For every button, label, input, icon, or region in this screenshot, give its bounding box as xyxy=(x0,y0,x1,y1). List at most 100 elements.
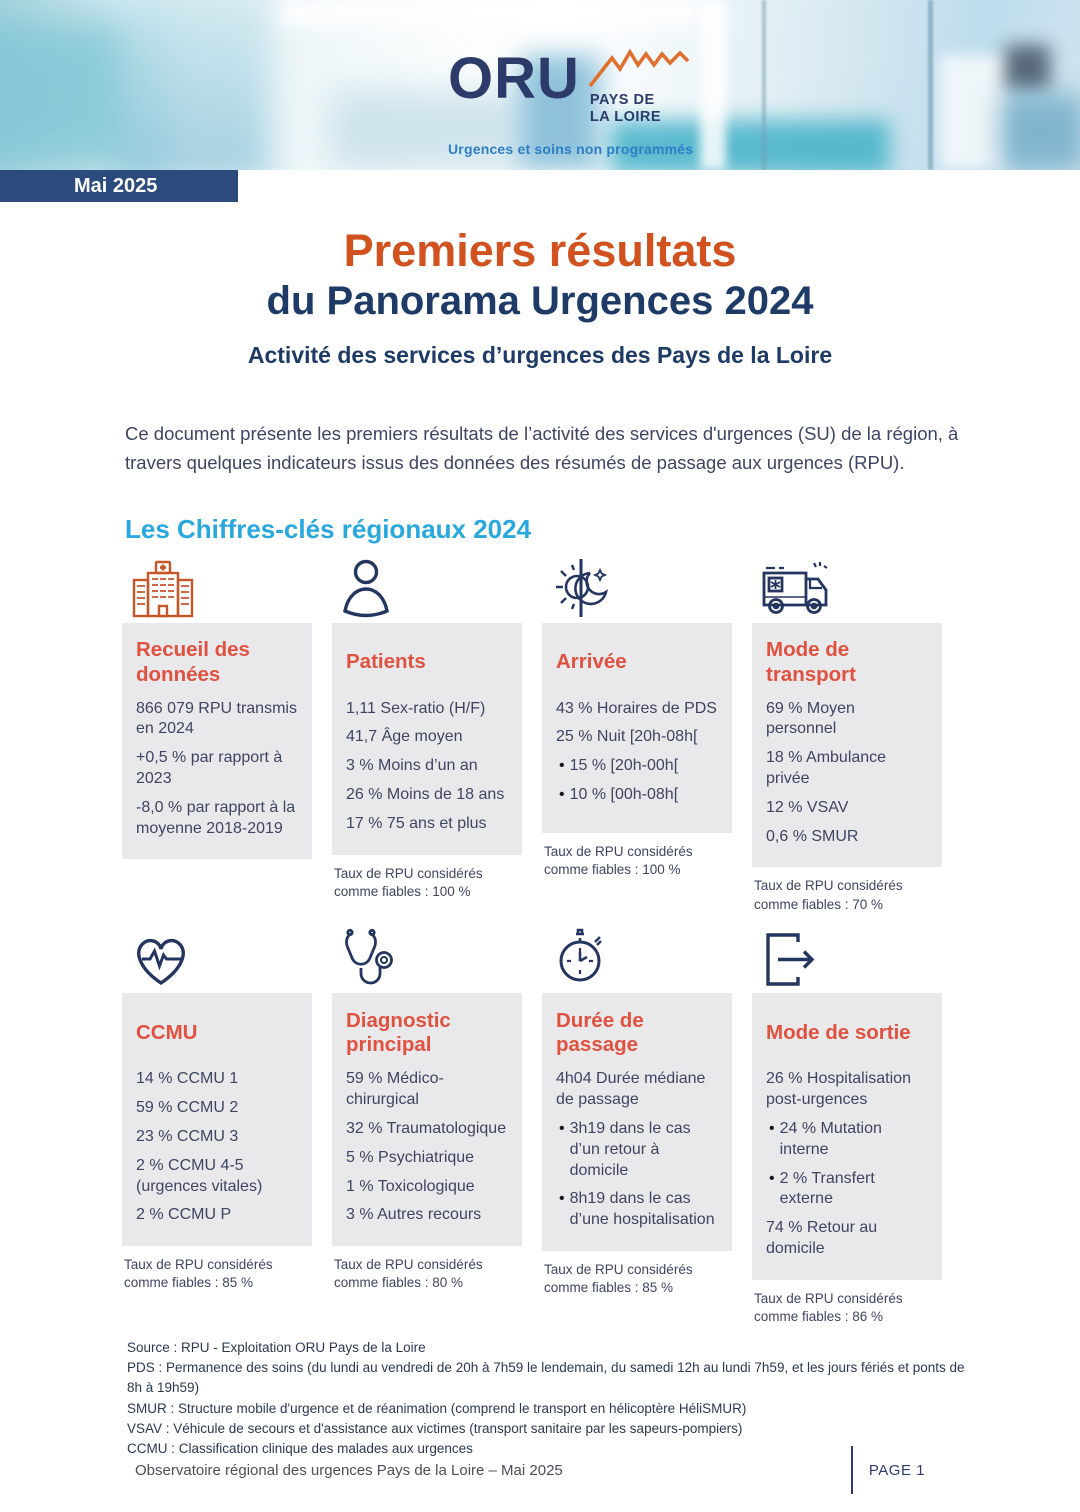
stat-text: 41,7 Âge moyen xyxy=(346,728,463,746)
stat-item: 1 % Toxicologique xyxy=(346,1177,508,1198)
stat-text: 5 % Psychiatrique xyxy=(346,1148,475,1166)
intro-paragraph: Ce document présente les premiers résult… xyxy=(125,422,959,474)
stat-text: 8h19 dans le cas d’une hospitalisation xyxy=(569,1190,715,1229)
card-icon-slot xyxy=(542,927,732,993)
footnote: CCMU : Classification clinique des malad… xyxy=(127,1441,473,1457)
stat-item: • 3h19 dans le cas d’un retour à domicile xyxy=(556,1119,718,1181)
card-body: Arrivée 43 % Horaires de PDS 25 % Nuit [2… xyxy=(542,622,732,833)
stat-item: 23 % CCMU 3 xyxy=(136,1127,298,1148)
card-items: 1,11 Sex-ratio (H/F) 41,7 Âge moyen 3 % Mo… xyxy=(346,699,508,835)
card-title: CCMU xyxy=(136,1021,198,1045)
bullet-icon: • xyxy=(769,1120,775,1138)
card-icon-slot xyxy=(752,557,942,623)
stat-text: 24 % Mutation interne xyxy=(779,1120,882,1158)
card-title: Recueil des données xyxy=(136,638,250,686)
stat-item: 43 % Horaires de PDS xyxy=(556,699,718,720)
card-body: Mode de sortie 26 % Hospitalisation post… xyxy=(752,993,942,1280)
stat-text: 3h19 dans le cas d’un retour à domicile xyxy=(569,1120,691,1179)
stat-item: 866 079 RPU transmis en 2024 xyxy=(136,699,298,741)
stat-text: 4h04 Durée médiane de passage xyxy=(556,1070,706,1109)
stat-item: 26 % Moins de 18 ans xyxy=(346,785,508,806)
person-icon xyxy=(343,559,389,617)
card-title: Mode de sortie xyxy=(766,1021,911,1045)
card-items: 866 079 RPU transmis en 2024 +0,5 % par r… xyxy=(136,699,298,840)
footnotes: Source : RPU - Exploitation ORU Pays de … xyxy=(127,1338,975,1460)
page-footer: Observatoire régional des urgences Pays … xyxy=(135,1444,1080,1496)
stat-item: • 10 % [00h-08h[ xyxy=(556,785,718,806)
ambulance-icon xyxy=(762,561,828,614)
page-number: PAGE 1 xyxy=(868,1461,925,1479)
stat-text: 2 % CCMU P xyxy=(136,1206,232,1224)
logo-region-line2: LA LOIRE xyxy=(589,109,662,126)
stat-text: 0,6 % SMUR xyxy=(766,827,859,845)
stat-item: 74 % Retour au domicile xyxy=(766,1218,928,1260)
stat-text: 866 079 RPU transmis en 2024 xyxy=(136,699,297,738)
stat-item: 32 % Traumatologique xyxy=(346,1119,508,1140)
card-icon-slot xyxy=(332,927,522,993)
hospital-icon xyxy=(132,560,194,617)
stat-text: 12 % VSAV xyxy=(766,798,849,816)
subtitle: Activité des services d’urgences des Pay… xyxy=(247,341,833,368)
card-icon-slot xyxy=(752,927,942,993)
key-figures-row-2: CCMU 14 % CCMU 1 59 % CCMU 2 23 % CCMU 3 2 … xyxy=(122,927,1080,1333)
key-figure-card: CCMU 14 % CCMU 1 59 % CCMU 2 23 % CCMU 3 2 … xyxy=(122,927,312,1333)
card-title: Arrivée xyxy=(556,650,627,674)
stat-text: 23 % CCMU 3 xyxy=(136,1128,239,1146)
banner-blur-shape xyxy=(520,55,600,170)
stat-text: 2 % Transfert externe xyxy=(779,1169,875,1208)
stat-item: 18 % Ambulance privée xyxy=(766,748,928,790)
banner-blur-shape xyxy=(330,90,530,170)
stat-text: 74 % Retour au domicile xyxy=(766,1219,878,1258)
card-body: Diagnostic principal 59 % Médico-chirurg… xyxy=(332,993,522,1247)
oru-logo: ORU PAYS DE LA LOIRE Urgences et soins n… xyxy=(448,46,706,157)
footnote: PDS : Permanence des soins (du lundi au … xyxy=(127,1360,965,1396)
card-icon-slot xyxy=(542,557,732,623)
logo-region-line1: PAYS DE xyxy=(589,92,655,108)
card-reliability-note: Taux de RPU considérés comme fiables : 8… xyxy=(544,1262,693,1296)
card-items: 43 % Horaires de PDS 25 % Nuit [20h-08h[•… xyxy=(556,699,718,806)
key-figures-row-1: Recueil des données 866 079 RPU transmis… xyxy=(122,557,1080,922)
stat-item: 4h04 Durée médiane de passage xyxy=(556,1069,718,1111)
stat-text: 3 % Autres recours xyxy=(346,1206,482,1224)
card-body: Patients 1,11 Sex-ratio (H/F) 41,7 Âge mo… xyxy=(332,622,522,855)
footer-divider xyxy=(851,1446,853,1494)
stat-text: +0,5 % par rapport à 2023 xyxy=(136,749,283,788)
footnote: SMUR : Structure mobile d'urgence et de … xyxy=(127,1400,747,1416)
stat-text: 32 % Traumatologique xyxy=(346,1120,507,1138)
stat-text: 26 % Hospitalisation post-urgences xyxy=(766,1070,911,1109)
stat-text: 59 % Médico-chirurgical xyxy=(346,1070,444,1109)
stat-text: 26 % Moins de 18 ans xyxy=(346,786,505,804)
logo-tagline: Urgences et soins non programmés xyxy=(448,141,694,157)
card-icon-slot xyxy=(332,557,522,623)
card-reliability-note: Taux de RPU considérés comme fiables : 1… xyxy=(544,843,693,877)
key-figure-card: Patients 1,11 Sex-ratio (H/F) 41,7 Âge mo… xyxy=(332,557,522,922)
card-items: 4h04 Durée médiane de passage • 3h19 dans … xyxy=(556,1069,718,1231)
footnote: Source : RPU - Exploitation ORU Pays de … xyxy=(127,1339,426,1355)
card-title: Durée de passage xyxy=(556,1008,644,1057)
banner-blur-shape xyxy=(928,0,933,170)
card-body: CCMU 14 % CCMU 1 59 % CCMU 2 23 % CCMU 3 2 … xyxy=(122,993,312,1247)
stat-item: 69 % Moyen personnel xyxy=(766,699,928,741)
card-body: Mode de transport 69 % Moyen personnel 18… xyxy=(752,622,942,868)
card-body: Durée de passage 4h04 Durée médiane de p… xyxy=(542,993,732,1252)
stat-item: 2 % CCMU P xyxy=(136,1205,298,1226)
card-icon-slot xyxy=(122,557,312,623)
key-figure-card: Durée de passage 4h04 Durée médiane de p… xyxy=(542,927,732,1333)
logo-text: ORU xyxy=(448,46,580,111)
date-badge: Mai 2025 xyxy=(0,170,238,202)
stat-text: 3 % Moins d’un an xyxy=(346,757,478,775)
card-reliability-note: Taux de RPU considérés comme fiables : 8… xyxy=(334,1257,483,1291)
banner-blur-shape xyxy=(1000,95,1080,170)
stat-text: 18 % Ambulance privée xyxy=(766,749,887,788)
day-night-icon xyxy=(556,558,609,617)
banner-blur-shape xyxy=(700,0,726,170)
key-figure-card: Mode de sortie 26 % Hospitalisation post… xyxy=(752,927,942,1333)
card-items: 59 % Médico-chirurgical 32 % Traumatologi… xyxy=(346,1069,508,1226)
stat-item: 12 % VSAV xyxy=(766,798,928,819)
stat-item: 2 % CCMU 4-5 (urgences vitales) xyxy=(136,1156,298,1198)
footnote: VSAV : Véhicule de secours et d'assistan… xyxy=(127,1420,743,1436)
stat-text: 1,11 Sex-ratio (H/F) xyxy=(346,699,486,717)
stat-text: -8,0 % par rapport à la moyenne 2018-201… xyxy=(136,798,296,837)
key-figure-card: Recueil des données 866 079 RPU transmis… xyxy=(122,557,312,922)
